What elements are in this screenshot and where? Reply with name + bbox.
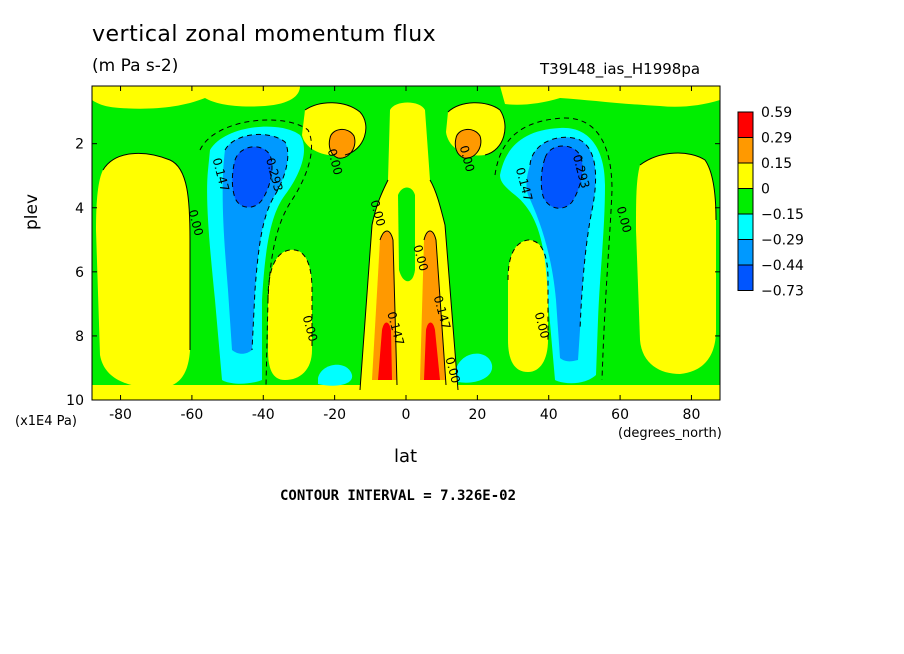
colorbar-label: 0 (761, 182, 770, 198)
contour-dashed-left-core (231, 146, 273, 208)
chart-title: vertical zonal momentum flux (92, 22, 437, 47)
region-cyan-small-right (455, 353, 493, 383)
y-tick-label: 10 (66, 393, 84, 409)
colorbar-label: −0.15 (761, 207, 804, 223)
contour-value-label: 0.00 (410, 243, 430, 272)
colorbar-swatch (737, 213, 754, 240)
y-tick-label: 4 (75, 201, 84, 217)
contour-dashed-left-outer (199, 119, 313, 386)
contour-solid-equator-b (429, 179, 459, 391)
contour-value-label: 0.00 (325, 147, 345, 176)
colorbar-swatch (737, 137, 754, 164)
colorbar-swatch (737, 111, 754, 138)
region-yellow-mid-right (508, 240, 548, 372)
contour-dashed-right-core (540, 145, 583, 209)
colorbar-swatch (737, 239, 754, 266)
region-darkblue-left (232, 146, 273, 208)
region-yellow-top-right (500, 86, 720, 107)
colorbar-label: 0.15 (761, 156, 792, 172)
region-darkblue-right (541, 145, 583, 209)
region-yellow-top-left (92, 86, 300, 109)
y-tick-label: 6 (75, 265, 84, 281)
dataset-label: T39L48_ias_H1998pa (540, 60, 701, 78)
region-yellow-mid-left (268, 249, 312, 380)
colorbar-label: −0.29 (761, 233, 804, 249)
contour-solid-equator-a (359, 179, 389, 391)
colorbar-swatch (737, 264, 754, 291)
x-tick-label: -40 (252, 407, 275, 423)
y-tick-label: 2 (75, 137, 84, 153)
contour-interval-note: CONTOUR INTERVAL = 7.326E-02 (280, 488, 517, 504)
contour-solid-top-center (304, 102, 367, 156)
x-tick-label: 20 (468, 407, 486, 423)
axis-ticks: -80 -60 -40 -20 0 20 40 60 80 2 4 6 8 10 (66, 86, 720, 423)
colorbar-label: 0.59 (761, 105, 792, 121)
region-orange-left-tip (329, 129, 355, 159)
contour-lines-dashed (199, 117, 613, 386)
y-tick-label: 8 (75, 329, 84, 345)
x-axis-unit: (degrees_north) (618, 426, 722, 441)
region-yellow-right-column (636, 153, 716, 374)
contour-solid-tip-right (454, 129, 482, 159)
contour-value-label: 0.00 (368, 198, 388, 227)
region-red-jet-left (378, 322, 392, 380)
colorbar-swatch (737, 162, 754, 189)
x-tick-label: -80 (109, 407, 132, 423)
contour-value-label: 0.00 (186, 208, 206, 237)
colorbar-label: −0.44 (761, 258, 804, 274)
colorbar-legend: 0.59 0.29 0.15 0 −0.15 −0.29 −0.44 −0.73 (737, 105, 804, 300)
chart-units: (m Pa s-2) (92, 56, 179, 76)
contour-solid-jet-left (379, 230, 398, 386)
x-tick-label: -20 (323, 407, 346, 423)
y-axis-unit: (x1E4 Pa) (15, 414, 77, 429)
x-axis-label: lat (394, 446, 418, 467)
colorbar-label: −0.73 (761, 284, 804, 300)
contour-dashed-right-outer (494, 117, 613, 381)
contour-solid-right-column (639, 152, 717, 221)
region-orange-right-tip (455, 129, 481, 159)
region-green-equator-gap (398, 187, 415, 282)
contour-value-label: 0.00 (614, 205, 634, 234)
x-tick-label: 80 (683, 407, 701, 423)
region-yellow-bottom-left (92, 385, 720, 400)
contour-value-label: 0.00 (532, 311, 552, 340)
contour-solid-jet-right (423, 230, 447, 386)
colorbar-label: 0.29 (761, 131, 792, 147)
region-yellow-left-column (96, 153, 190, 389)
contour-value-label: 0.00 (300, 314, 320, 343)
contour-value-label: 0.00 (442, 355, 462, 384)
region-red-jet-right (424, 322, 440, 380)
contour-field (92, 86, 720, 400)
contour-dashed-right-inner (529, 136, 597, 331)
contour-value-label: 0.00 (457, 144, 477, 173)
contour-dashed-left-inner (224, 133, 289, 351)
contour-solid-top-center-right (447, 102, 506, 156)
contour-solid-left-column (102, 152, 191, 350)
x-tick-label: -60 (180, 407, 203, 423)
x-tick-label: 0 (402, 407, 411, 423)
contour-lines-solid (102, 102, 717, 391)
contour-dashed-mid-right (507, 239, 549, 340)
colorbar-swatch (737, 188, 754, 215)
x-tick-label: 60 (611, 407, 629, 423)
region-cyan-small-left (318, 364, 353, 386)
x-tick-label: 40 (540, 407, 558, 423)
